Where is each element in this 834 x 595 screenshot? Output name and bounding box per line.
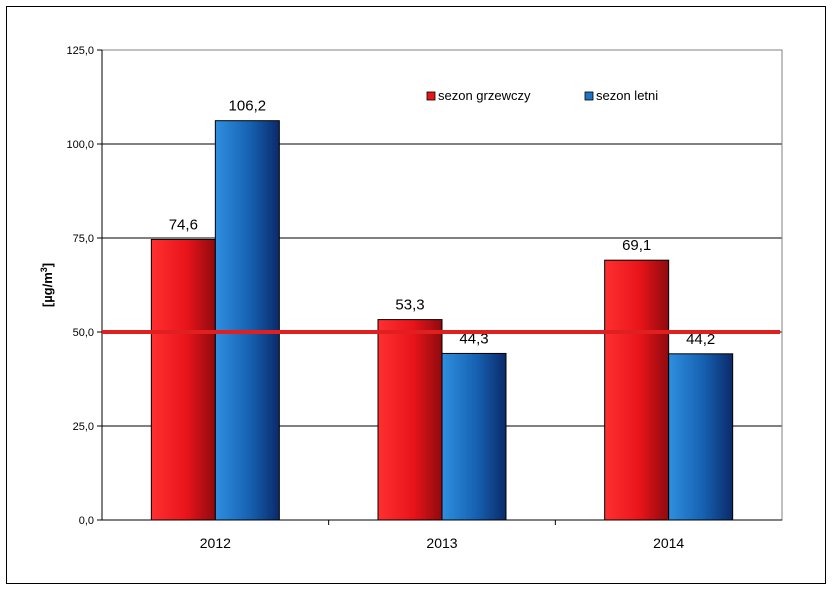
bar [441,352,507,521]
legend-swatch [426,91,436,101]
data-label: 74,6 [169,217,198,234]
x-tick-label: 2013 [426,535,457,551]
data-label: 106,2 [229,98,267,115]
y-tick-label: 125,0 [66,45,94,57]
data-label: 53,3 [395,297,424,314]
y-axis-label: [µg/m3] [39,263,55,307]
data-label: 44,2 [686,331,715,348]
axes: 0,0 25,0 50,0 75,0 100,0 125,0 2012 2013 2014 [66,45,783,551]
bar [150,239,216,521]
data-label: 69,1 [622,237,651,254]
bar [377,319,443,521]
legend: sezon grzewczy sezon letni [426,88,658,103]
bar [668,353,734,521]
bar [214,120,280,521]
bar [604,259,670,521]
x-tick-label: 2014 [653,535,684,551]
y-tick-label: 75,0 [73,233,94,245]
bars [150,120,734,521]
data-labels: 74,6 106,2 53,3 44,3 69,1 44,2 [102,98,780,348]
legend-swatch [584,91,594,101]
legend-label: sezon letni [596,88,658,103]
y-tick-label: 50,0 [73,327,94,339]
x-tick-label: 2012 [200,535,231,551]
y-tick-label: 100,0 [66,139,94,151]
y-tick-label: 25,0 [73,421,94,433]
y-tick-label: 0,0 [79,515,94,527]
data-label: 44,3 [459,330,488,347]
legend-label: sezon grzewczy [438,88,531,103]
